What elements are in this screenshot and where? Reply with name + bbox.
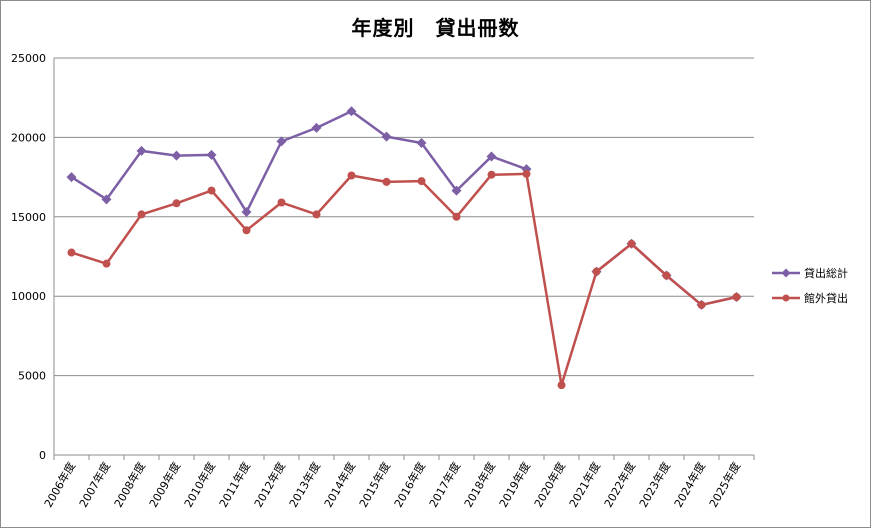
data-point bbox=[136, 145, 147, 156]
data-point bbox=[276, 136, 287, 147]
data-point bbox=[102, 259, 111, 268]
data-point bbox=[171, 150, 182, 161]
data-point bbox=[486, 151, 497, 162]
data-point bbox=[557, 381, 566, 390]
data-point bbox=[242, 226, 251, 235]
y-tick-label: 0 bbox=[39, 449, 46, 462]
data-point bbox=[346, 106, 357, 117]
x-tick-label: 2012年度 bbox=[251, 460, 288, 510]
y-tick-labels: 0 5000 10000 15000 20000 25000 bbox=[11, 52, 46, 462]
data-point bbox=[697, 300, 706, 309]
data-point bbox=[522, 169, 531, 178]
data-point bbox=[137, 210, 146, 219]
data-point bbox=[417, 177, 426, 186]
x-tick-label: 2009年度 bbox=[146, 460, 183, 510]
series-1 bbox=[66, 106, 742, 310]
legend-marker bbox=[781, 268, 791, 278]
legend-label: 館外貸出 bbox=[804, 291, 848, 305]
x-tick-label: 2023年度 bbox=[636, 460, 673, 510]
x-tick-label: 2008年度 bbox=[111, 460, 148, 510]
x-tick-label: 2013年度 bbox=[286, 460, 323, 510]
legend-label: 貸出総計 bbox=[804, 266, 848, 280]
series-line bbox=[71, 172, 737, 387]
legend-marker bbox=[782, 294, 790, 302]
legend-item: 貸出総計 bbox=[772, 266, 848, 280]
x-tick-label: 2017年度 bbox=[426, 460, 463, 510]
data-point bbox=[206, 149, 217, 160]
data-point bbox=[347, 171, 356, 180]
x-tick-label: 2022年度 bbox=[601, 460, 638, 510]
x-tick-label: 2020年度 bbox=[531, 460, 568, 510]
data-point bbox=[452, 212, 461, 221]
data-point bbox=[416, 137, 427, 148]
x-tick-label: 2016年度 bbox=[391, 460, 428, 510]
series bbox=[66, 106, 742, 390]
x-tick-label: 2007年度 bbox=[76, 460, 113, 510]
legend-item: 館外貸出 bbox=[772, 291, 848, 305]
data-point bbox=[487, 170, 496, 179]
x-tick-label: 2006年度 bbox=[41, 460, 78, 510]
x-tick-label: 2015年度 bbox=[356, 460, 393, 510]
x-tick-label: 2025年度 bbox=[706, 460, 743, 510]
data-point bbox=[241, 207, 252, 218]
x-tick-labels: 2006年度2007年度2008年度2009年度2010年度2011年度2012… bbox=[41, 460, 743, 510]
axes bbox=[53, 58, 755, 460]
data-point bbox=[662, 271, 671, 280]
data-point bbox=[732, 292, 741, 301]
data-point bbox=[66, 172, 77, 183]
data-point bbox=[277, 198, 286, 207]
data-point bbox=[381, 131, 392, 142]
x-tick-label: 2011年度 bbox=[216, 460, 253, 510]
data-point bbox=[312, 210, 321, 219]
series-2 bbox=[67, 169, 741, 390]
y-tick-label: 15000 bbox=[11, 211, 46, 224]
x-tick-label: 2021年度 bbox=[566, 460, 603, 510]
y-tick-label: 10000 bbox=[11, 290, 46, 303]
data-point bbox=[172, 199, 181, 208]
x-tick-label: 2014年度 bbox=[321, 460, 358, 510]
data-point bbox=[101, 194, 112, 205]
chart-title: 年度別 貸出冊数 bbox=[351, 16, 520, 40]
y-tick-label: 5000 bbox=[18, 370, 46, 383]
data-point bbox=[627, 239, 636, 248]
data-point bbox=[592, 267, 601, 276]
x-tick-label: 2010年度 bbox=[181, 460, 218, 510]
x-tick-label: 2019年度 bbox=[496, 460, 533, 510]
data-point bbox=[207, 186, 216, 195]
gridlines bbox=[54, 57, 754, 377]
x-tick-label: 2024年度 bbox=[671, 460, 708, 510]
y-tick-label: 20000 bbox=[11, 131, 46, 144]
data-point bbox=[451, 185, 462, 196]
data-point bbox=[382, 177, 391, 186]
x-tick-label: 2018年度 bbox=[461, 460, 498, 510]
y-tick-label: 25000 bbox=[11, 52, 46, 65]
data-point bbox=[311, 122, 322, 133]
series-line bbox=[70, 109, 737, 307]
data-point bbox=[67, 248, 76, 257]
